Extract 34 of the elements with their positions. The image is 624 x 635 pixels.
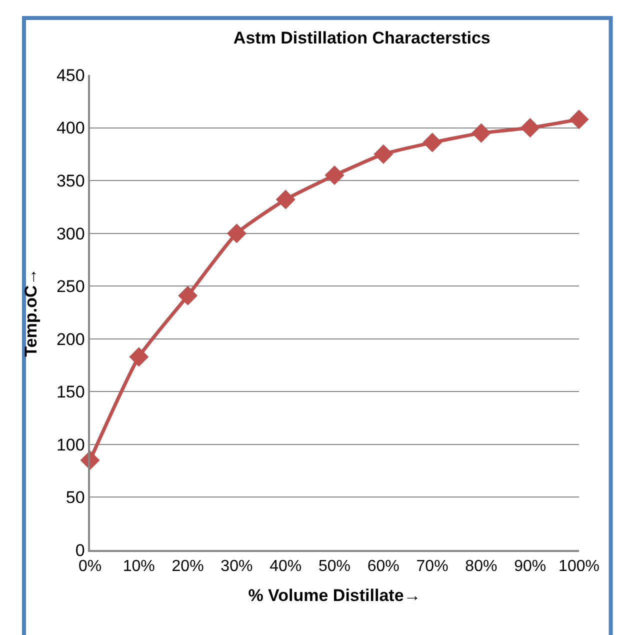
chart-title: Astm Distillation Characterstics bbox=[233, 28, 490, 48]
point bbox=[471, 123, 491, 143]
x-tick-label: 80% bbox=[465, 558, 498, 575]
y-tick-label: 150 bbox=[56, 382, 85, 402]
y-tick-label: 450 bbox=[56, 66, 85, 85]
y-tick-label: 350 bbox=[56, 172, 85, 191]
y-tick-label: 250 bbox=[56, 277, 85, 296]
point bbox=[276, 190, 296, 210]
point bbox=[520, 118, 540, 138]
y-tick-label: 50 bbox=[66, 488, 85, 508]
x-tick-label: 20% bbox=[172, 558, 204, 575]
point bbox=[324, 166, 344, 186]
y-axis-title: Temp.oC→ bbox=[22, 268, 41, 357]
x-tick-label: 40% bbox=[270, 558, 302, 575]
x-tick-label: 50% bbox=[318, 558, 351, 575]
y-tick-label: 100 bbox=[56, 435, 85, 454]
x-tick-label: 100% bbox=[558, 558, 600, 575]
x-tick-label: 30% bbox=[220, 558, 253, 575]
point bbox=[226, 224, 246, 244]
x-tick-label: 10% bbox=[122, 558, 155, 575]
x-tick-label: 70% bbox=[416, 558, 448, 575]
point bbox=[374, 144, 394, 164]
x-tick-label: 0% bbox=[78, 558, 102, 575]
y-tick-label: 400 bbox=[56, 118, 85, 138]
x-axis-title: % Volume Distillate→ bbox=[248, 586, 421, 605]
y-tick-label: 300 bbox=[56, 224, 85, 244]
point bbox=[129, 347, 149, 367]
point bbox=[178, 286, 198, 306]
point bbox=[422, 132, 442, 152]
y-tick-label: 200 bbox=[56, 330, 85, 349]
x-tick-label: 60% bbox=[367, 558, 400, 575]
point bbox=[569, 110, 589, 130]
x-tick-label: 90% bbox=[514, 558, 546, 575]
y-tick-label: 0 bbox=[75, 540, 85, 560]
